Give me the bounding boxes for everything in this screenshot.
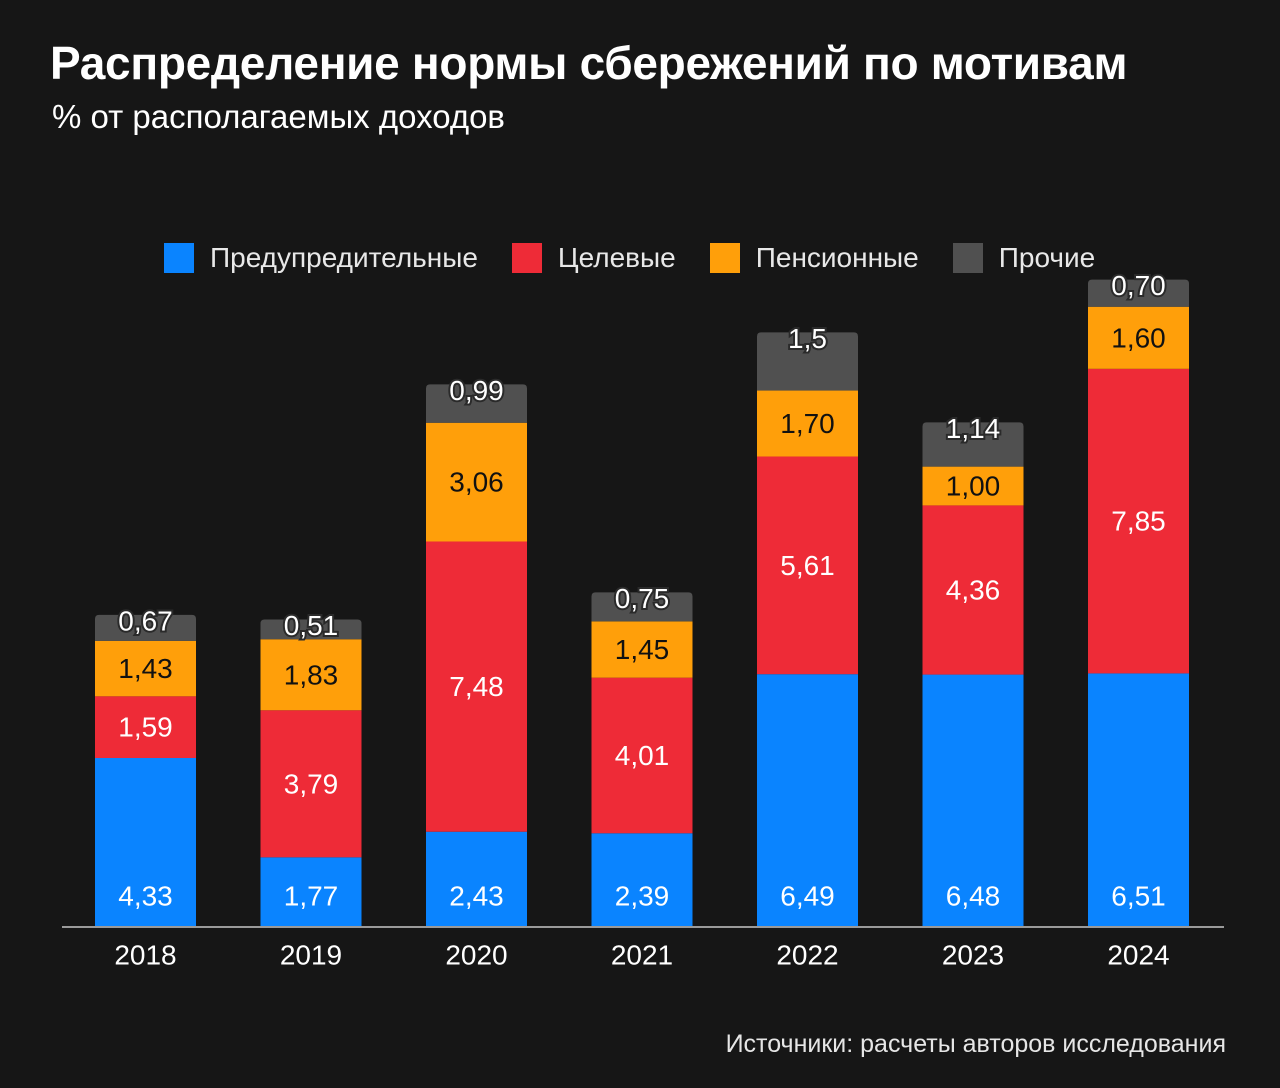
data-label-precautionary-2021: 2,39 — [615, 881, 670, 912]
bar-segment-target-2020 — [426, 541, 527, 832]
data-label-precautionary-2022: 6,49 — [780, 881, 835, 912]
legend-swatch-target — [511, 243, 542, 273]
x-tick-label-2020: 2020 — [445, 940, 507, 971]
data-label-pension-2022: 1,70 — [780, 408, 835, 439]
legend-item-pension: Пенсионные — [709, 242, 919, 274]
data-label-target-2018: 1,59 — [118, 712, 173, 743]
bar-segment-target-2023 — [922, 505, 1024, 675]
bar-segment-target-2021 — [591, 677, 693, 834]
data-label-precautionary-2020: 2,43 — [449, 881, 504, 912]
data-label-other-2018: 0,67 — [118, 605, 173, 636]
data-label-other-2022: 1,5 — [788, 323, 827, 354]
legend-label-target: Целевые — [557, 242, 676, 273]
bar-2021: 2,39 4,01 1,45 0,75 — [591, 581, 693, 926]
bar-segment-pension-2021 — [591, 621, 693, 678]
bar-segment-target-2019 — [260, 710, 362, 858]
legend-label-precautionary: Предупредительные — [210, 242, 478, 273]
data-label-target-2022: 5,61 — [780, 550, 835, 581]
bar-2018: 4,33 1,59 1,43 0,67 — [95, 603, 196, 926]
x-tick-label-2023: 2023 — [942, 940, 1004, 971]
data-label-pension-2024: 1,60 — [1111, 322, 1166, 353]
x-tick-label-2021: 2021 — [611, 940, 673, 971]
legend-swatch-other — [952, 243, 983, 273]
bar-segment-precautionary-2019 — [260, 857, 362, 926]
bar-2019: 1,77 3,79 1,83 0,51 — [260, 608, 362, 926]
bar-segment-precautionary-2022 — [757, 674, 858, 926]
bar-2024: 6,51 7,85 1,60 0,70 — [1088, 268, 1189, 926]
bar-segment-pension-2018 — [95, 640, 196, 697]
data-label-pension-2023: 1,00 — [946, 471, 1001, 502]
chart-title: Распределение нормы сбережений по мотива… — [50, 37, 1128, 89]
bar-segment-precautionary-2021 — [591, 833, 693, 926]
data-label-other-2023: 1,14 — [946, 413, 1001, 444]
data-label-pension-2020: 3,06 — [449, 467, 504, 498]
bar-segment-target-2022 — [757, 456, 858, 675]
bar-segment-pension-2019 — [260, 639, 362, 711]
legend-swatch-precautionary — [164, 243, 194, 273]
bar-segment-target-2018 — [95, 696, 196, 758]
x-tick-label-2022: 2022 — [776, 940, 838, 971]
bar-2022: 6,49 5,61 1,70 1,5 — [757, 321, 858, 926]
data-label-other-2020: 0,99 — [449, 375, 504, 406]
data-label-target-2020: 7,48 — [449, 671, 504, 702]
bar-segment-other-2022 — [757, 332, 858, 391]
data-label-target-2024: 7,85 — [1111, 506, 1166, 537]
bar-segment-pension-2020 — [426, 422, 527, 542]
data-label-other-2024: 0,70 — [1111, 270, 1166, 301]
data-label-precautionary-2018: 4,33 — [118, 881, 173, 912]
bar-segment-precautionary-2018 — [95, 757, 196, 926]
bar-2023: 6,48 4,36 1,00 1,14 — [922, 411, 1024, 926]
bar-segment-pension-2024 — [1088, 306, 1189, 369]
data-label-other-2021: 0,75 — [615, 583, 670, 614]
stacked-bar-chart: 4,33 1,59 1,43 0,67 2018 1,77 3,79 1,83 0,51 2019… — [62, 268, 1224, 971]
bar-segment-pension-2022 — [757, 390, 858, 457]
legend-item-precautionary: Предупредительные — [164, 242, 478, 274]
legend-item-target: Целевые — [511, 242, 676, 274]
data-label-pension-2018: 1,43 — [118, 653, 173, 684]
legend-label-other: Прочие — [998, 242, 1096, 273]
bar-segment-other-2018 — [95, 614, 196, 641]
data-label-precautionary-2019: 1,77 — [284, 881, 339, 912]
data-label-pension-2019: 1,83 — [284, 659, 339, 690]
bar-segment-other-2024 — [1088, 279, 1189, 307]
chart-subtitle: % от располагаемых доходов — [52, 98, 505, 135]
bar-segment-other-2019 — [260, 619, 362, 640]
bar-segment-other-2023 — [922, 422, 1024, 467]
bar-segment-target-2024 — [1088, 368, 1189, 674]
bar-segment-other-2021 — [591, 592, 693, 622]
data-label-target-2019: 3,79 — [284, 768, 339, 799]
bar-segment-precautionary-2020 — [426, 831, 527, 926]
bar-segment-precautionary-2024 — [1088, 673, 1189, 926]
legend: Предупредительные Целевые Пенсионные Про… — [164, 242, 1129, 274]
bar-segment-other-2020 — [426, 384, 527, 423]
legend-label-pension: Пенсионные — [755, 242, 919, 273]
x-tick-label-2018: 2018 — [114, 940, 176, 971]
x-tick-label-2024: 2024 — [1107, 940, 1169, 971]
legend-swatch-pension — [709, 243, 740, 273]
bar-segment-precautionary-2023 — [922, 674, 1024, 926]
x-tick-label-2019: 2019 — [280, 940, 342, 971]
data-label-target-2021: 4,01 — [615, 740, 670, 771]
data-label-precautionary-2023: 6,48 — [946, 881, 1001, 912]
data-label-target-2023: 4,36 — [946, 574, 1001, 605]
data-label-pension-2021: 1,45 — [615, 634, 670, 665]
source-note: Источники: расчеты авторов исследования — [725, 1030, 1226, 1058]
data-label-other-2019: 0,51 — [284, 610, 339, 641]
bar-segment-pension-2023 — [922, 466, 1024, 506]
data-label-precautionary-2024: 6,51 — [1111, 881, 1166, 912]
bar-2020: 2,43 7,48 3,06 0,99 — [426, 373, 527, 926]
legend-item-other: Прочие — [952, 242, 1096, 274]
